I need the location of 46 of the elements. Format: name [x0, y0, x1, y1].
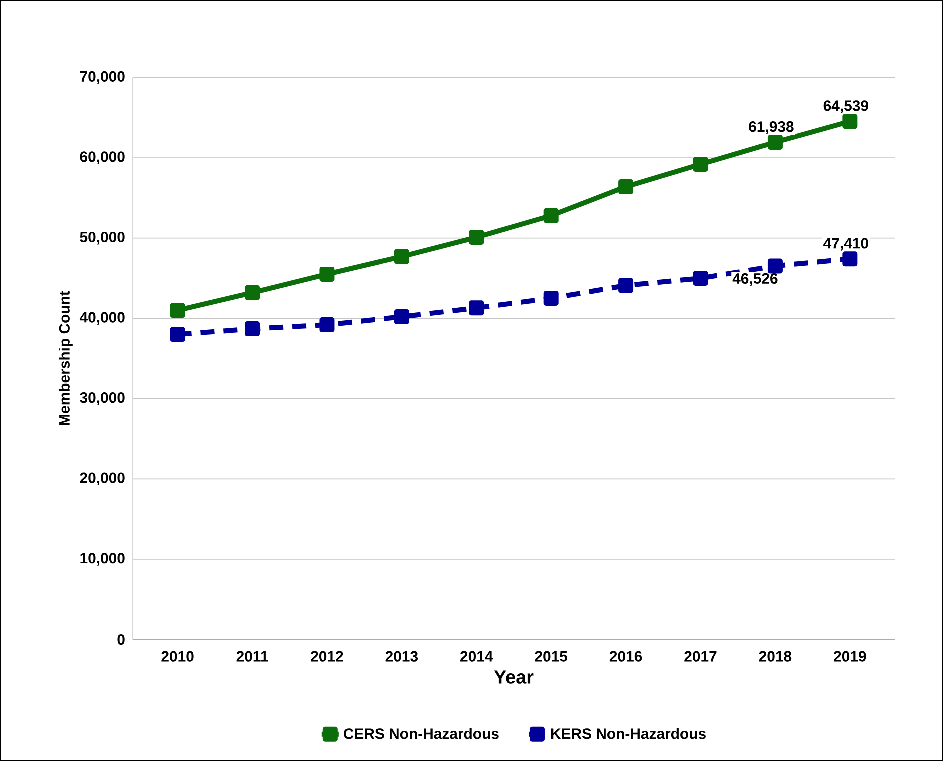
point — [320, 266, 335, 282]
y-tick-label: 20,000 — [80, 472, 125, 486]
x-tick-label: 2015 — [535, 651, 568, 662]
y-tick-label: 30,000 — [80, 392, 125, 406]
point — [394, 249, 410, 264]
x-tick-label: 2010 — [162, 651, 194, 662]
point — [469, 300, 484, 316]
x-tick-label: 2018 — [759, 651, 792, 662]
point — [693, 156, 708, 172]
point — [170, 327, 186, 342]
point — [842, 114, 858, 130]
y-tick-label: 60,000 — [80, 152, 125, 164]
point — [544, 208, 559, 224]
point — [245, 285, 260, 300]
y-tick-label: 10,000 — [80, 553, 125, 566]
point — [245, 322, 260, 337]
point — [768, 134, 783, 150]
x-tick-label: 2016 — [610, 651, 642, 662]
y-tick-label: 50,000 — [80, 232, 125, 245]
x-tick-label: 2019 — [834, 651, 866, 662]
y-tick-label: 40,000 — [80, 312, 125, 325]
x-tick-label: 2012 — [311, 651, 344, 662]
point — [394, 310, 410, 325]
y-tick-label: 70,000 — [80, 71, 125, 84]
point — [170, 303, 186, 318]
data-label: 47,410 — [824, 238, 868, 251]
point — [618, 179, 634, 194]
x-tick-label: 2017 — [684, 651, 717, 662]
x-tick-label: 2011 — [236, 651, 268, 662]
data-label: 64,539 — [824, 100, 868, 114]
data-label: 61,938 — [749, 122, 794, 134]
point — [469, 230, 484, 246]
x-axis-title: Year — [494, 670, 534, 684]
point — [693, 270, 708, 286]
point — [544, 291, 559, 306]
legend-label: KERS Non-Hazardous — [551, 728, 706, 740]
y-axis-title: Membership Count — [58, 291, 73, 426]
point — [768, 258, 783, 274]
y-tick-label: 0 — [118, 634, 125, 646]
legend-label: CERS Non-Hazardous — [344, 728, 499, 740]
point — [618, 278, 634, 294]
point — [842, 252, 858, 267]
x-tick-label: 2013 — [386, 651, 418, 662]
data-label: 46,526 — [732, 273, 778, 286]
point — [320, 318, 335, 333]
x-tick-label: 2014 — [460, 651, 494, 662]
